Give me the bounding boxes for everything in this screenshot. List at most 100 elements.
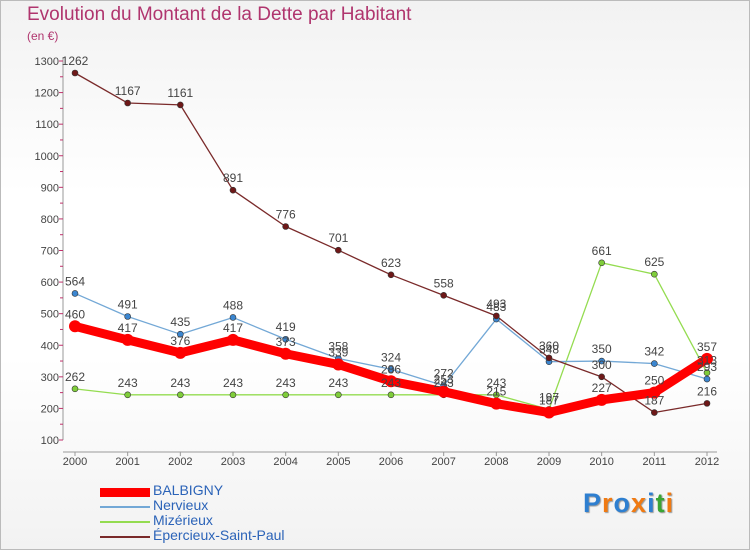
data-label: 460 (65, 307, 85, 321)
data-label: 272 (434, 367, 454, 381)
data-point (543, 406, 555, 419)
data-label: 342 (644, 345, 664, 359)
y-tick-label: 200 (41, 403, 59, 415)
data-label: 358 (328, 340, 348, 354)
legend-swatch (100, 521, 150, 523)
data-point (545, 354, 553, 362)
data-point (282, 223, 289, 230)
y-tick-label: 500 (41, 309, 59, 321)
data-point (177, 330, 184, 338)
y-tick-label: 1000 (35, 151, 59, 163)
data-point (598, 357, 605, 365)
data-label: 243 (434, 376, 454, 390)
logo-letter: o (613, 488, 632, 518)
data-label: 419 (276, 320, 296, 334)
logo-letter: i (665, 488, 675, 518)
data-label: 286 (381, 362, 401, 376)
data-label: 417 (223, 321, 243, 335)
data-point (701, 352, 713, 365)
x-tick-label: 2006 (379, 456, 403, 468)
y-tick-label: 1300 (35, 56, 59, 68)
legend-swatch (100, 488, 150, 497)
data-point (279, 347, 292, 360)
data-label: 262 (65, 370, 85, 384)
y-tick-label: 900 (41, 182, 59, 194)
data-label: 300 (592, 358, 612, 372)
data-label: 564 (65, 274, 85, 288)
data-point (177, 101, 184, 109)
data-point (71, 69, 79, 77)
data-label: 187 (539, 394, 559, 408)
data-point (71, 385, 79, 393)
data-label: 373 (276, 335, 296, 349)
data-label: 293 (697, 360, 717, 374)
chart-title: Evolution du Montant de la Dette par Hab… (27, 4, 412, 25)
data-label: 243 (486, 376, 506, 390)
x-tick-label: 2005 (326, 456, 350, 468)
legend-label: Épercieux-Saint-Paul (153, 527, 285, 543)
x-tick-label: 2012 (695, 456, 719, 468)
data-label: 435 (170, 315, 190, 329)
legend-label: Nervieux (153, 497, 209, 513)
data-label: 350 (592, 342, 612, 356)
data-label: 558 (434, 276, 454, 290)
data-point (69, 320, 81, 333)
data-label: 243 (381, 376, 401, 390)
data-label: 253 (434, 373, 454, 387)
data-label: 493 (486, 297, 506, 311)
data-label: 339 (328, 346, 348, 360)
data-point (651, 409, 658, 416)
data-point (229, 391, 237, 399)
data-label: 1167 (115, 84, 141, 98)
y-tick-label: 1200 (35, 88, 59, 100)
x-tick-label: 2004 (273, 456, 297, 468)
data-label: 227 (592, 381, 612, 395)
data-label: 243 (328, 376, 348, 390)
data-point (703, 400, 711, 407)
data-point (177, 391, 184, 399)
data-point (124, 313, 131, 320)
logo-letter: x (631, 488, 648, 518)
legend-swatch (100, 506, 150, 508)
data-label: 243 (276, 376, 296, 390)
x-tick-label: 2001 (115, 456, 139, 468)
x-tick-label: 2008 (484, 456, 508, 468)
logo-letter: t (655, 488, 666, 518)
data-point (595, 393, 608, 406)
logo-letter: P (583, 488, 603, 518)
y-tick-label: 600 (41, 277, 59, 289)
data-label: 187 (644, 394, 664, 408)
data-label: 197 (539, 390, 559, 404)
data-label: 1262 (62, 54, 89, 68)
data-label: 357 (697, 340, 717, 354)
data-point (121, 333, 134, 346)
legend-label: Mizérieux (153, 512, 213, 528)
data-point (387, 391, 395, 399)
data-label: 250 (644, 374, 664, 388)
proxiti-logo: Proxiti (583, 488, 674, 519)
data-point (335, 246, 342, 254)
data-point (598, 373, 605, 381)
data-point (124, 99, 131, 107)
data-point (493, 312, 500, 320)
x-tick-label: 2009 (537, 456, 561, 468)
data-label: 625 (644, 255, 664, 269)
data-point (229, 186, 237, 194)
data-point (490, 397, 503, 410)
logo-letter: i (647, 488, 656, 518)
data-label: 215 (486, 385, 506, 399)
data-label: 661 (592, 244, 612, 258)
data-point (174, 346, 187, 359)
data-point (598, 259, 605, 267)
data-point (282, 391, 289, 399)
y-tick-label: 100 (41, 435, 59, 447)
data-label: 243 (170, 376, 190, 390)
data-label: 488 (223, 298, 243, 312)
data-label: 243 (118, 376, 138, 390)
data-label: 376 (170, 334, 190, 348)
data-point (703, 375, 711, 383)
data-point (440, 292, 447, 299)
x-tick-label: 2011 (643, 456, 667, 468)
data-label: 701 (328, 231, 348, 245)
data-label: 417 (118, 321, 138, 335)
